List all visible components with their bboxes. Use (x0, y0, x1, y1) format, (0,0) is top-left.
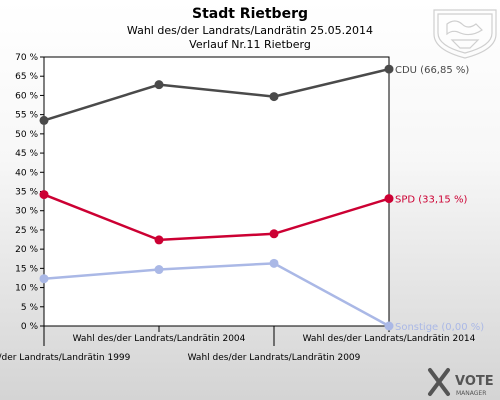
series-line (43, 67, 390, 122)
data-point (269, 92, 279, 102)
series-line (43, 193, 390, 242)
series-end-label: SPD (33,15 %) (395, 195, 467, 206)
y-tick-label: 70 % (15, 53, 38, 63)
x-tick-label: Wahl des/der Landrats/Landrätin 2014 (303, 334, 476, 344)
data-point (269, 229, 279, 239)
series-end-label: CDU (66,85 %) (395, 65, 469, 76)
x-tick-label: Wahl des/der Landrats/Landrätin 2004 (73, 334, 246, 344)
y-tick-label: 60 % (15, 91, 38, 101)
x-axis: Wahl des/der Landrats/Landrätin 1999 Wahl… (0, 326, 476, 363)
y-tick-label: 50 % (15, 130, 38, 140)
data-point (39, 274, 49, 284)
data-point (269, 258, 279, 268)
x-mark-icon (428, 368, 450, 396)
data-point (384, 64, 394, 74)
y-tick-label: 55 % (15, 111, 38, 121)
logo-subtext: MANAGER (456, 390, 486, 397)
data-point (154, 235, 164, 245)
series-line (43, 262, 390, 328)
y-tick-label: 40 % (15, 168, 38, 178)
chart-subtitle: Wahl des/der Landrats/Landrätin 25.05.20… (127, 24, 373, 37)
data-point (384, 194, 394, 204)
y-tick-label: 20 % (15, 245, 38, 255)
series-end-label: Sonstige (0,00 %) (395, 322, 484, 333)
plot-area (43, 56, 390, 327)
series-sonstige: Sonstige (0,00 %) (39, 258, 484, 333)
votemanager-logo: VOTE MANAGER (428, 368, 494, 397)
y-axis: 0 % 5 % 10 % 15 % 20 % 25 % 30 % 35 % 40 % 45 % 50… (15, 53, 44, 332)
data-point (39, 115, 49, 125)
data-point (384, 321, 394, 331)
y-tick-label: 35 % (15, 188, 38, 198)
logo-text: VOTE (455, 374, 494, 389)
y-tick-label: 45 % (15, 149, 38, 159)
y-tick-label: 15 % (15, 264, 38, 274)
chart-subtitle-2: Verlauf Nr.11 Rietberg (189, 38, 311, 51)
y-tick-label: 25 % (15, 226, 38, 236)
y-tick-label: 5 % (21, 303, 39, 313)
coat-of-arms-icon (433, 9, 497, 59)
series-group: CDU (66,85 %) SPD (33,15 %) Sonstige (0,00… (39, 64, 484, 333)
data-point (154, 265, 164, 275)
series-cdu: CDU (66,85 %) (39, 64, 469, 125)
y-tick-label: 65 % (15, 72, 38, 82)
chart-title: Stadt Rietberg (192, 6, 308, 22)
data-point (154, 80, 164, 90)
y-tick-label: 10 % (15, 284, 38, 294)
x-tick-label: Wahl des/der Landrats/Landrätin 1999 (0, 353, 131, 363)
plot-frame (43, 56, 390, 327)
y-tick-label: 0 % (21, 322, 39, 332)
data-point (39, 190, 49, 200)
x-tick-label: Wahl des/der Landrats/Landrätin 2009 (188, 353, 361, 363)
y-tick-label: 30 % (15, 207, 38, 217)
series-spd: SPD (33,15 %) (39, 190, 467, 245)
